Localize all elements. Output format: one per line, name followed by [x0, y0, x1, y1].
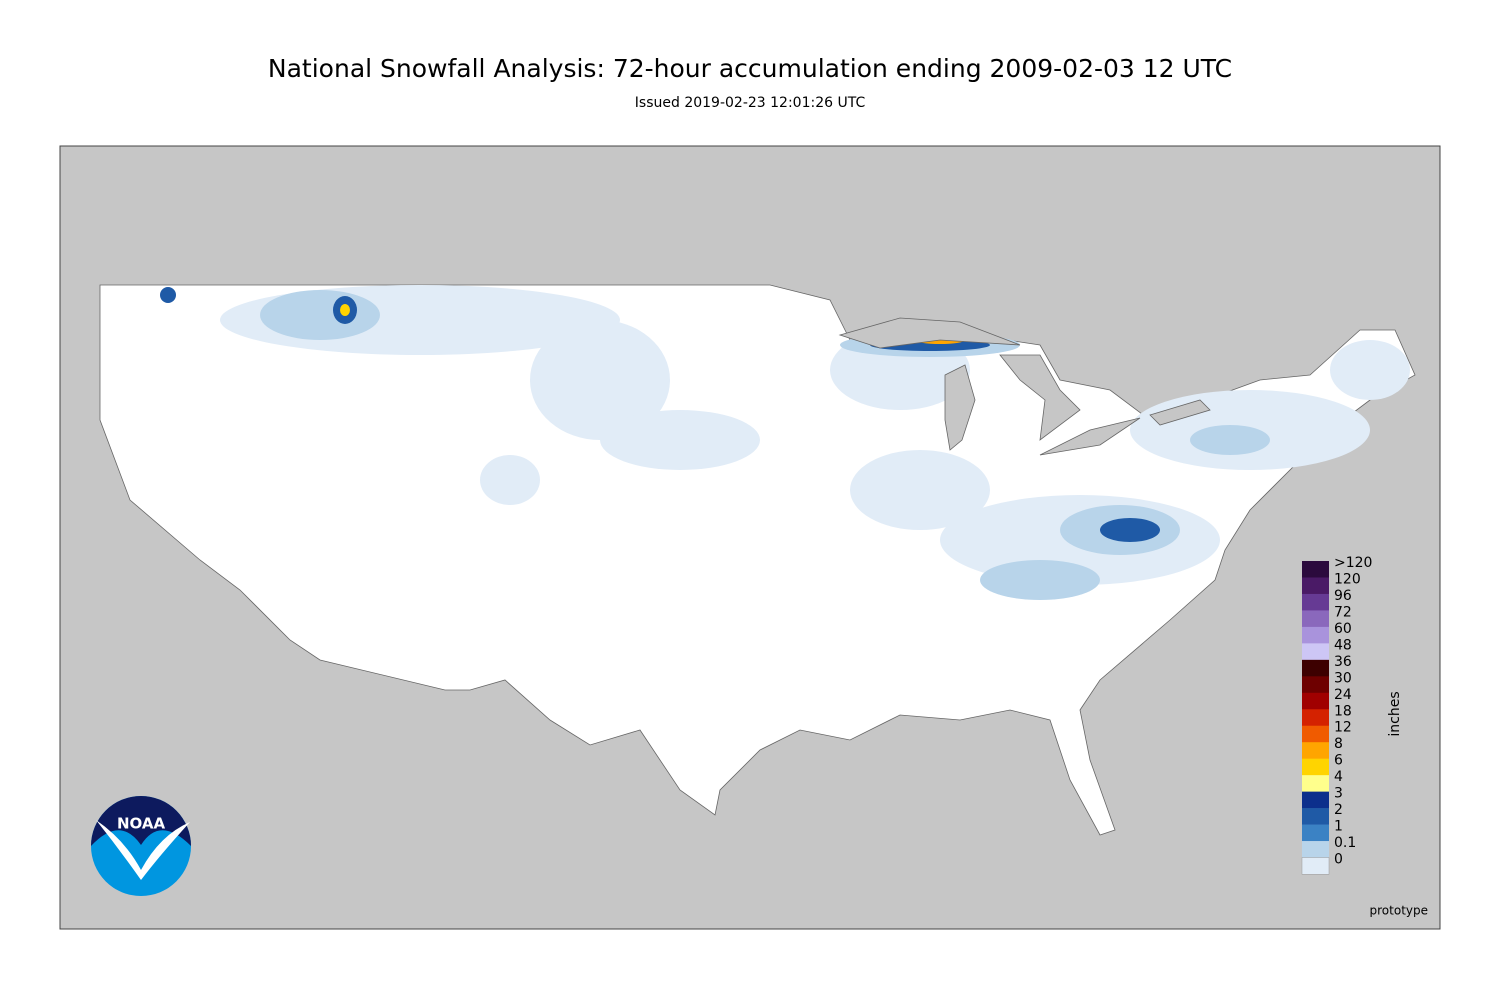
legend-entry: 120 — [1334, 571, 1361, 587]
legend-entry: 8 — [1334, 736, 1343, 752]
legend-entry: 60 — [1334, 621, 1352, 637]
legend-swatch — [1302, 676, 1329, 694]
legend-swatch — [1302, 841, 1329, 858]
subtitle: Issued 2019-02-23 12:01:26 UTC — [635, 95, 866, 111]
logo: NOAA — [91, 796, 191, 896]
legend-entry: >120 — [1334, 555, 1372, 571]
legend-label: inches — [1387, 691, 1403, 736]
legend-swatch — [1302, 824, 1329, 842]
legend-entry: 3 — [1334, 786, 1343, 802]
legend-entry: 24 — [1334, 687, 1352, 703]
legend-entry: 96 — [1334, 588, 1352, 604]
legend-entry: 36 — [1334, 654, 1352, 670]
legend-entry: 2 — [1334, 802, 1343, 818]
legend-entry: 4 — [1334, 769, 1343, 785]
legend-swatch — [1302, 561, 1329, 578]
legend-entry: 72 — [1334, 604, 1352, 620]
legend-swatch — [1302, 808, 1329, 825]
legend-swatch — [1302, 775, 1329, 792]
legend-swatch — [1302, 709, 1329, 727]
legend-entry: 48 — [1334, 637, 1352, 653]
legend-entry: 0 — [1334, 852, 1343, 868]
legend-entry: 6 — [1334, 753, 1343, 769]
legend-swatch — [1302, 593, 1329, 611]
legend-swatch — [1301, 857, 1330, 875]
legend-swatch — [1302, 725, 1329, 743]
legend-entry: 12 — [1334, 720, 1352, 736]
footer: prototype — [1370, 904, 1428, 918]
legend-entry: 1 — [1334, 819, 1343, 835]
legend-entry: 18 — [1334, 703, 1352, 719]
logo-text: NOAA — [117, 815, 166, 833]
legend-swatch — [1302, 577, 1329, 595]
title: National Snowfall Analysis: 72-hour accu… — [268, 54, 1232, 83]
legend-swatch — [1302, 626, 1329, 644]
legend-swatch — [1302, 659, 1329, 677]
legend-swatch — [1302, 742, 1329, 759]
map — [59, 145, 1441, 930]
legend-swatch — [1302, 758, 1329, 776]
legend-swatch — [1302, 692, 1329, 710]
legend-entry: 0.1 — [1334, 835, 1356, 851]
legend-swatch — [1302, 643, 1329, 661]
legend-swatch — [1302, 610, 1329, 628]
lakes — [838, 317, 1211, 456]
legend-entry: 30 — [1334, 670, 1352, 686]
legend-swatch — [1302, 791, 1329, 809]
